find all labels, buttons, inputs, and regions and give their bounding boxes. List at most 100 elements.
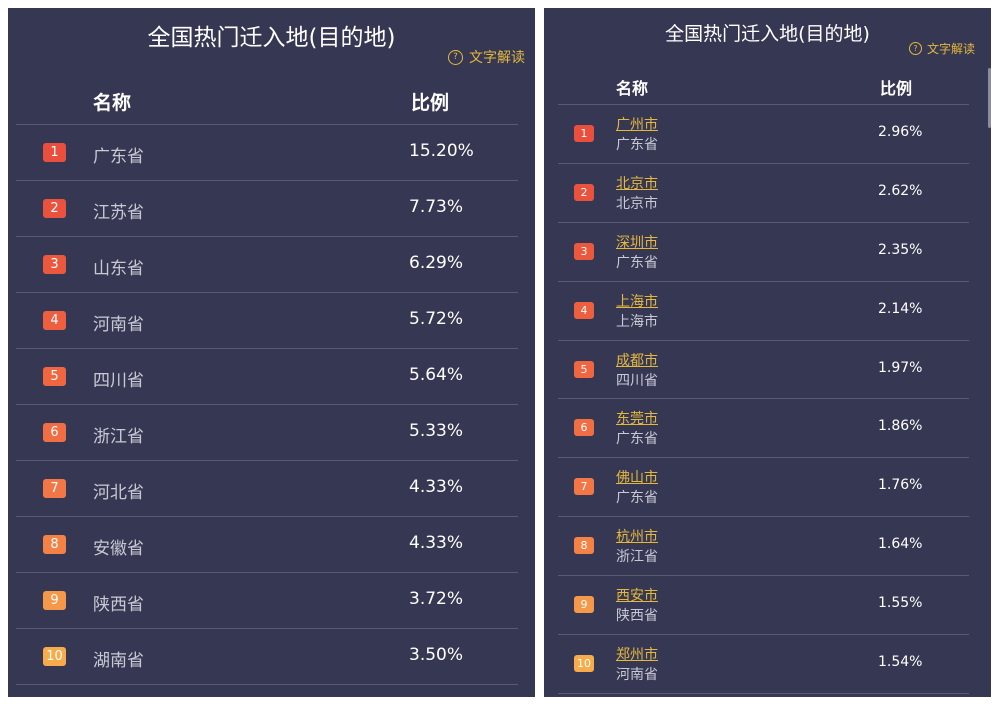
city-link[interactable]: 西安市 — [616, 588, 658, 605]
ratio-value: 5.64% — [409, 365, 464, 385]
table-row: 2 北京市 北京市 2.62% — [558, 164, 969, 223]
province-name: 四川省 — [616, 372, 658, 389]
table-row: 8 安徽省 4.33% — [16, 517, 518, 573]
table-row: 6 东莞市广东省 1.86% — [558, 399, 969, 459]
ratio-value: 2.62% — [878, 182, 923, 199]
rank-badge: 6 — [43, 423, 66, 442]
ratio-value: 2.96% — [878, 124, 923, 140]
rank-badge: 7 — [43, 479, 66, 498]
city-link[interactable]: 广州市 — [616, 117, 658, 133]
ratio-value: 4.33% — [409, 477, 464, 497]
province-list: 1 广东省 15.20% 2 江苏省 7.73% 3 山东省 6.29% 4 河南省 5.72% 5 四川… — [16, 125, 518, 685]
province-name: 浙江省 — [616, 549, 658, 566]
ratio-value: 1.97% — [878, 359, 923, 376]
text-explanation-link[interactable]: ? 文字解读 — [908, 40, 975, 57]
table-row: 4 上海市 上海市 2.14% — [558, 282, 969, 341]
column-header-ratio: 比例 — [411, 92, 450, 114]
ratio-value: 6.29% — [409, 253, 464, 273]
rank-badge: 5 — [43, 367, 66, 386]
table-row: 5 四川省 5.64% — [16, 349, 518, 405]
column-header-name: 名称 — [93, 92, 132, 114]
province-name: 河南省 — [616, 667, 658, 684]
table-row: 1 广州市 广东省 2.96% — [558, 105, 969, 164]
city-ranking-panel: 全国热门迁入地(目的地) ? 文字解读 名称 比例 1 广州市 广东省 2.96% 2 北… — [544, 8, 991, 697]
province-name: 陕西省 — [616, 608, 658, 625]
rank-badge: 9 — [43, 591, 66, 610]
province-name: 山东省 — [93, 259, 144, 279]
province-name: 河南省 — [93, 315, 144, 335]
city-link[interactable]: 北京市 — [616, 175, 658, 192]
province-name: 广东省 — [616, 137, 658, 153]
city-link[interactable]: 上海市 — [616, 293, 658, 310]
province-name: 广东省 — [616, 431, 658, 448]
ratio-value: 4.33% — [409, 533, 464, 553]
table-row: 7 河北省 4.33% — [16, 461, 518, 517]
table-row: 9 陕西省 3.72% — [16, 573, 518, 629]
rank-badge: 2 — [43, 199, 66, 218]
table-row: 3 深圳市广东省 2.35% — [558, 223, 969, 282]
rank-badge: 2 — [574, 183, 594, 201]
text-explanation-label: 文字解读 — [469, 50, 525, 66]
ratio-value: 3.72% — [409, 589, 464, 609]
rank-badge: 4 — [43, 311, 66, 330]
table-header: 名称 比例 — [558, 74, 969, 105]
rank-badge: 3 — [574, 242, 594, 260]
ratio-value: 5.72% — [409, 309, 464, 329]
help-circle-icon: ? — [448, 49, 463, 65]
table-row: 8 杭州市 浙江省 1.64% — [558, 517, 969, 577]
rank-badge: 6 — [574, 419, 594, 437]
table-row: 4 河南省 5.72% — [16, 293, 518, 349]
province-name: 广东省 — [616, 254, 658, 271]
province-name: 安徽省 — [93, 539, 144, 559]
table-row: 6 浙江省 5.33% — [16, 405, 518, 461]
province-name: 广东省 — [616, 490, 658, 507]
scrollbar[interactable] — [988, 68, 991, 128]
panel-title: 全国热门迁入地(目的地) — [665, 23, 870, 45]
rank-badge: 1 — [43, 143, 66, 162]
province-name: 北京市 — [616, 195, 658, 212]
ratio-value: 2.35% — [878, 241, 923, 258]
text-explanation-label: 文字解读 — [926, 42, 975, 56]
text-explanation-link[interactable]: ? 文字解读 — [448, 47, 525, 67]
city-list: 1 广州市 广东省 2.96% 2 北京市 北京市 2.62% 3 深圳市 广东省 2.35% 4 上海市… — [558, 105, 969, 694]
city-link[interactable]: 佛山市 — [616, 470, 658, 487]
province-name: 陕西省 — [93, 595, 144, 615]
ratio-value: 2.14% — [878, 300, 923, 317]
column-header-name: 名称 — [616, 79, 649, 98]
ratio-value: 3.50% — [409, 645, 464, 665]
table-row: 3 山东省 6.29% — [16, 237, 518, 293]
column-header-ratio: 比例 — [880, 79, 913, 98]
rank-badge: 7 — [574, 478, 594, 496]
ratio-value: 1.54% — [878, 654, 923, 671]
table-header: 名称 比例 — [16, 86, 518, 125]
province-name: 广东省 — [93, 147, 144, 167]
rank-badge: 4 — [574, 301, 594, 319]
city-link[interactable]: 成都市 — [616, 352, 658, 369]
rank-badge: 10 — [574, 655, 594, 673]
city-link[interactable]: 深圳市 — [616, 234, 658, 251]
province-name: 河北省 — [93, 483, 144, 503]
table-row: 7 佛山市广东省 1.76% — [558, 458, 969, 518]
province-ranking-panel: 全国热门迁入地(目的地) ? 文字解读 名称 比例 1 广东省 15.20% 2 江苏省… — [8, 8, 535, 697]
table-row: 10 湖南省 3.50% — [16, 629, 518, 685]
table-row: 5 成都市四川省 1.97% — [558, 341, 969, 400]
province-name: 浙江省 — [93, 427, 144, 447]
ratio-value: 1.86% — [878, 418, 923, 435]
ratio-value: 1.55% — [878, 595, 923, 612]
province-name: 四川省 — [93, 371, 144, 391]
province-name: 湖南省 — [93, 651, 144, 671]
table-row: 2 江苏省 7.73% — [16, 181, 518, 237]
panel-title: 全国热门迁入地(目的地) — [147, 25, 396, 51]
table-row: 9 西安市 陕西省 1.55% — [558, 576, 969, 636]
ratio-value: 5.33% — [409, 421, 464, 441]
city-link[interactable]: 郑州市 — [616, 647, 658, 664]
city-link[interactable]: 东莞市 — [616, 411, 658, 428]
province-name: 上海市 — [616, 313, 658, 330]
rank-badge: 8 — [43, 535, 66, 554]
rank-badge: 3 — [43, 255, 66, 274]
ratio-value: 1.76% — [878, 477, 923, 494]
help-circle-icon: ? — [908, 42, 922, 55]
city-link[interactable]: 杭州市 — [616, 529, 658, 546]
rank-badge: 5 — [574, 360, 594, 378]
ratio-value: 15.20% — [409, 141, 474, 161]
